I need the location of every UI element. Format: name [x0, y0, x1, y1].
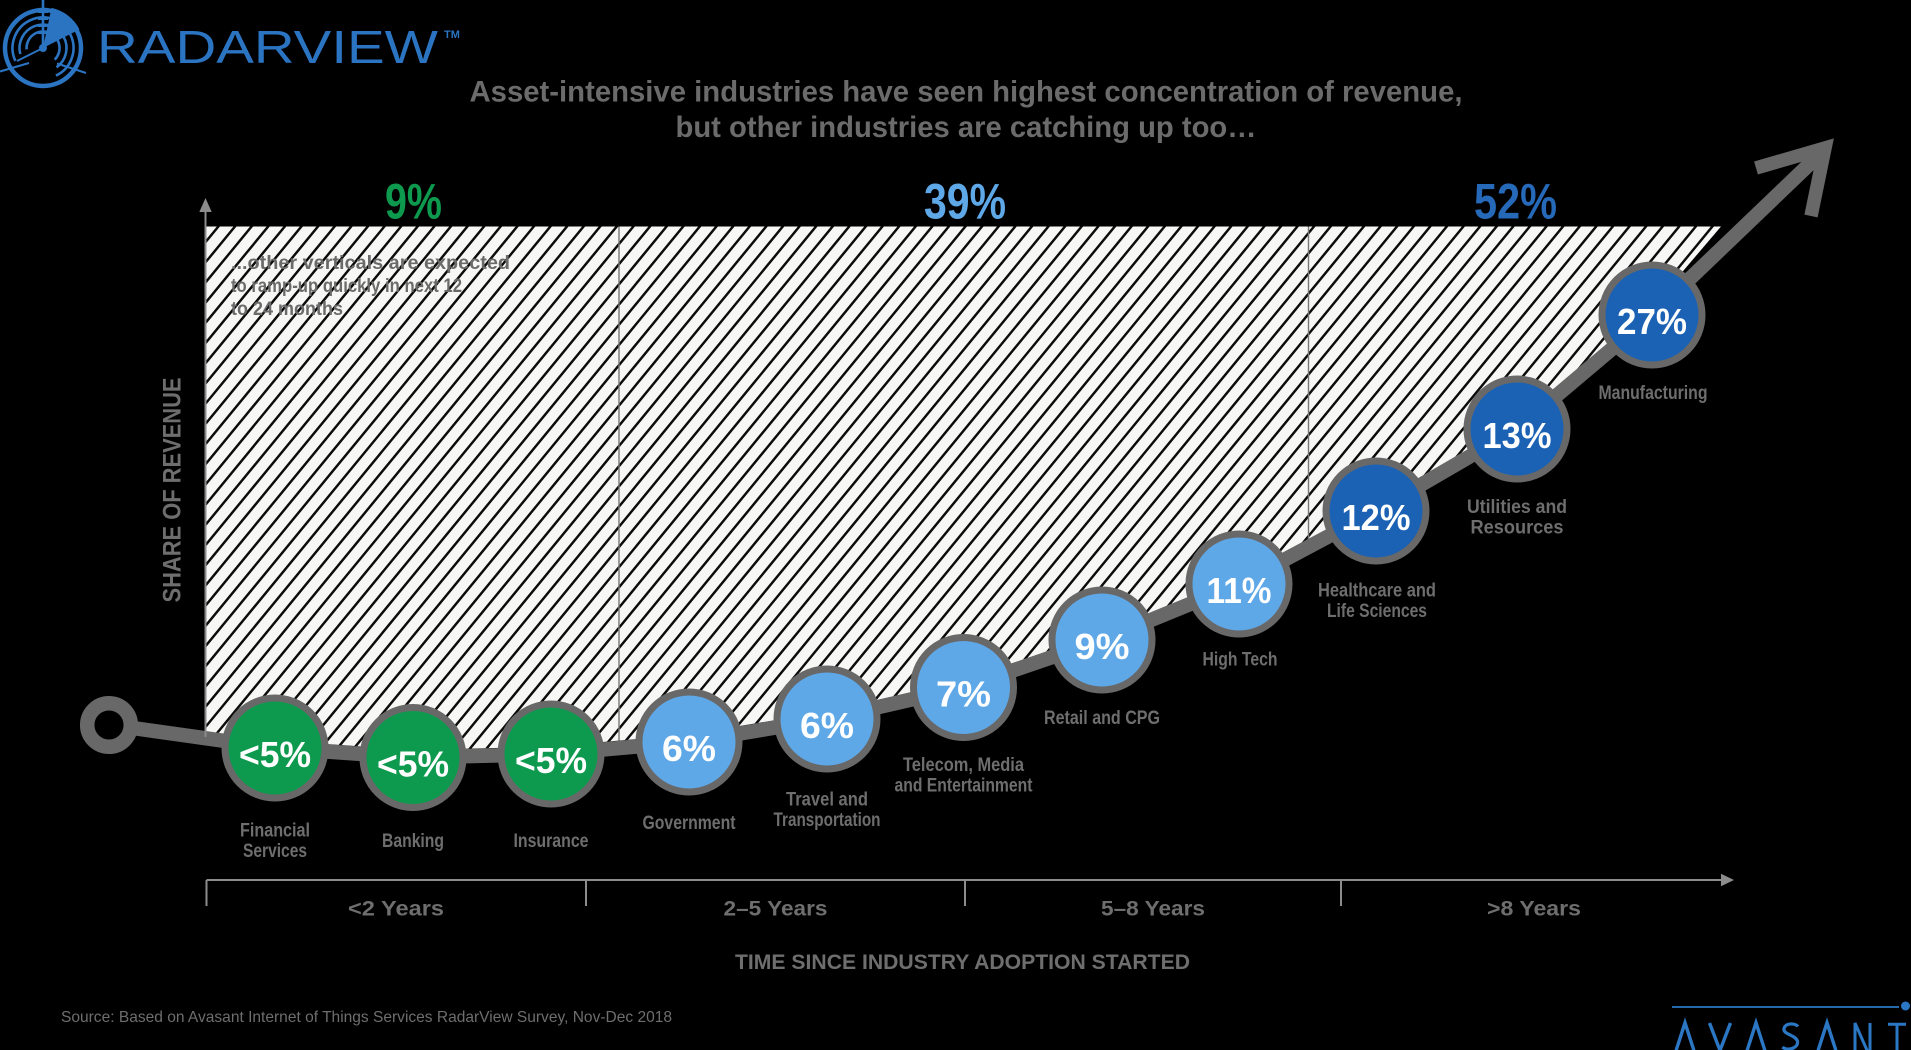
svg-text:Resources: Resources — [1471, 518, 1564, 539]
svg-text:High Tech: High Tech — [1203, 650, 1278, 671]
svg-text:Utilities and: Utilities and — [1467, 497, 1567, 518]
svg-text:>8 Years: >8 Years — [1487, 897, 1581, 921]
svg-text:Asset-intensive industries hav: Asset-intensive industries have seen hig… — [470, 76, 1463, 109]
svg-text:5–8 Years: 5–8 Years — [1101, 897, 1205, 921]
svg-text:7%: 7% — [936, 674, 991, 715]
svg-text:6%: 6% — [662, 728, 716, 769]
svg-text:Government: Government — [643, 813, 737, 834]
svg-text:12%: 12% — [1342, 497, 1411, 538]
svg-text:9%: 9% — [385, 174, 442, 230]
svg-text:to 24 months: to 24 months — [231, 298, 343, 320]
svg-text:39%: 39% — [924, 174, 1006, 230]
svg-text:11%: 11% — [1207, 570, 1272, 611]
svg-text:Healthcare and: Healthcare and — [1318, 581, 1436, 602]
svg-text:but other industries are catch: but other industries are catching up too… — [676, 111, 1257, 144]
svg-text:Telecom, Media: Telecom, Media — [903, 755, 1024, 776]
svg-text:Transportation: Transportation — [774, 810, 881, 831]
svg-text:<2 Years: <2 Years — [348, 897, 444, 921]
svg-text:<5%: <5% — [377, 744, 449, 785]
svg-text:Financial: Financial — [240, 821, 310, 842]
svg-text:27%: 27% — [1617, 301, 1687, 342]
svg-text:to ramp-up quickly in next 12: to ramp-up quickly in next 12 — [231, 275, 462, 297]
svg-text:TIME SINCE INDUSTRY ADOPTION S: TIME SINCE INDUSTRY ADOPTION STARTED — [735, 950, 1190, 974]
svg-text:Banking: Banking — [382, 831, 444, 852]
svg-text:...other verticals are expecte: ...other verticals are expected — [231, 252, 510, 274]
svg-text:Manufacturing: Manufacturing — [1599, 383, 1708, 404]
svg-text:2–5 Years: 2–5 Years — [724, 897, 828, 921]
svg-text:and Entertainment: and Entertainment — [895, 776, 1034, 797]
svg-text:SHARE OF REVENUE: SHARE OF REVENUE — [159, 378, 187, 603]
svg-text:Services: Services — [243, 841, 307, 862]
svg-text:TM: TM — [444, 29, 460, 41]
svg-text:Life Sciences: Life Sciences — [1327, 601, 1427, 622]
svg-text:9%: 9% — [1075, 626, 1130, 667]
svg-text:Retail and CPG: Retail and CPG — [1044, 708, 1160, 729]
svg-text:6%: 6% — [800, 705, 854, 746]
svg-text:RADARVIEW: RADARVIEW — [97, 21, 438, 73]
svg-text:13%: 13% — [1483, 415, 1552, 456]
svg-text:<5%: <5% — [239, 734, 311, 775]
svg-text:Source: Based on Avasant Inter: Source: Based on Avasant Internet of Thi… — [61, 1009, 672, 1026]
svg-text:Travel and: Travel and — [786, 790, 868, 811]
svg-text:52%: 52% — [1474, 174, 1557, 230]
svg-text:<5%: <5% — [515, 740, 587, 781]
svg-text:Insurance: Insurance — [514, 831, 589, 852]
